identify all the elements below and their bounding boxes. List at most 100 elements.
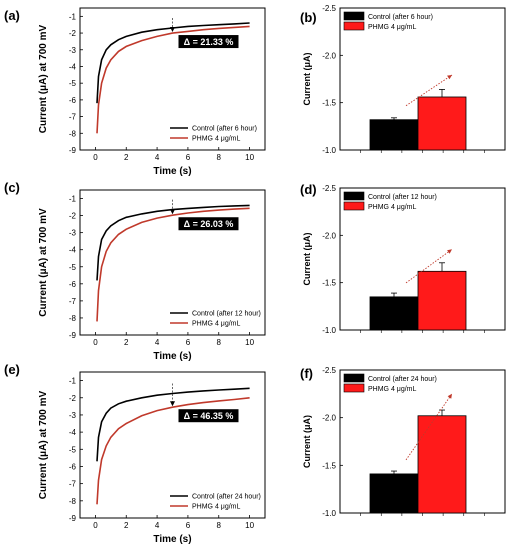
y-tick-label: -1.5 bbox=[322, 279, 336, 288]
x-tick-label: 10 bbox=[245, 153, 254, 162]
delta-box bbox=[178, 35, 239, 49]
x-axis-title: Time (s) bbox=[153, 534, 191, 545]
line-chart-a: (a) -1 -2 -3 -4 -5 -6 -7 -8 -9 0 2 4 6 8 10 Time (s) Curr… bbox=[4, 7, 266, 177]
x-tick-label: 4 bbox=[155, 338, 160, 347]
y-axis-title: Current (μA) at 700 mV bbox=[38, 24, 49, 133]
x-tick-label: 4 bbox=[155, 521, 160, 530]
y-tick-label: -2.5 bbox=[322, 366, 336, 375]
x-tick-label: 2 bbox=[124, 521, 129, 530]
legend-label: Control (after 12 hour) bbox=[368, 194, 437, 201]
delta-label: Δ = 26.03 % bbox=[184, 219, 234, 229]
panel-label: (b) bbox=[300, 10, 317, 25]
series-line-phmg bbox=[96, 397, 250, 505]
trend-arrow bbox=[405, 248, 453, 284]
plot-frame bbox=[79, 371, 266, 519]
y-tick-label: -2.5 bbox=[322, 4, 336, 13]
legend-label: PHMG 4 μg/mL bbox=[192, 136, 240, 143]
panel-label: (a) bbox=[4, 8, 20, 23]
bar-control bbox=[369, 119, 419, 151]
y-tick-label: -2.0 bbox=[322, 414, 336, 423]
trend-arrowhead bbox=[447, 393, 452, 399]
plot-frame bbox=[79, 7, 266, 151]
legend-label: Control (after 12 hour) bbox=[192, 311, 261, 318]
plot-frame bbox=[79, 189, 266, 336]
x-tick-label: 8 bbox=[217, 338, 222, 347]
x-tick-label: 10 bbox=[245, 521, 254, 530]
panel-label: (e) bbox=[4, 362, 20, 377]
panel-label: (d) bbox=[300, 182, 317, 197]
y-tick-label: -1 bbox=[69, 377, 77, 386]
y-tick-label: -9 bbox=[69, 514, 77, 523]
bar-chart-d: (d) -2.5 -2.0 -1.5 -1.0 Current (μA) Control (… bbox=[300, 182, 506, 335]
y-tick-label: -1.5 bbox=[322, 99, 336, 108]
x-tick-label: 4 bbox=[155, 153, 160, 162]
y-tick-label: -9 bbox=[69, 146, 77, 155]
y-tick-label: -8 bbox=[69, 314, 77, 323]
y-axis-title: Current (μA) bbox=[302, 232, 312, 285]
legend-swatch bbox=[343, 21, 365, 31]
series-line-control bbox=[96, 22, 250, 104]
y-tick-label: -7 bbox=[69, 480, 77, 489]
line-chart-e: (e) -1 -2 -3 -4 -5 -6 -7 -8 -9 0 2 4 6 8 10 Time (s) Curr… bbox=[4, 362, 266, 545]
panel-label: (c) bbox=[4, 180, 20, 195]
series-line-phmg bbox=[96, 25, 250, 134]
x-axis-title: Time (s) bbox=[153, 351, 191, 362]
x-tick-label: 0 bbox=[93, 338, 98, 347]
y-tick-label: -7 bbox=[69, 113, 77, 122]
delta-arrowhead bbox=[170, 27, 175, 33]
y-tick-label: -2.5 bbox=[322, 184, 336, 193]
y-tick-label: -1.0 bbox=[322, 509, 336, 518]
y-axis-title: Current (μA) bbox=[302, 52, 312, 105]
bar-chart-f: (f) -2.5 -2.0 -1.5 -1.0 Current (μA) Control (… bbox=[300, 366, 506, 518]
y-tick-label: -1 bbox=[69, 195, 77, 204]
bar-phmg bbox=[417, 270, 467, 331]
y-axis-title: Current (μA) at 700 mV bbox=[38, 208, 49, 317]
y-tick-label: -3 bbox=[69, 229, 77, 238]
trend-arrowhead bbox=[447, 74, 452, 80]
legend-label: PHMG 4 μg/mL bbox=[368, 24, 416, 31]
legend-label: Control (after 6 hour) bbox=[368, 14, 433, 21]
y-tick-label: -5 bbox=[69, 79, 77, 88]
series-line-control bbox=[96, 204, 250, 281]
delta-label: Δ = 21.33 % bbox=[184, 37, 234, 47]
x-tick-label: 10 bbox=[245, 338, 254, 347]
x-axis-title: Time (s) bbox=[153, 166, 191, 177]
legend-label: PHMG 4 μg/mL bbox=[368, 386, 416, 393]
y-axis-title: Current (μA) bbox=[302, 415, 312, 468]
y-tick-label: -2 bbox=[69, 394, 77, 403]
y-tick-label: -2 bbox=[69, 212, 77, 221]
x-tick-label: 8 bbox=[217, 153, 222, 162]
y-tick-label: -6 bbox=[69, 462, 77, 471]
y-tick-label: -1 bbox=[69, 12, 77, 21]
legend-label: Control (after 24 hour) bbox=[192, 494, 261, 501]
bar-phmg bbox=[417, 415, 467, 514]
delta-arrowhead bbox=[170, 209, 175, 215]
x-tick-label: 6 bbox=[186, 521, 191, 530]
y-tick-label: -4 bbox=[69, 62, 77, 71]
legend-swatch bbox=[343, 191, 365, 201]
y-tick-label: -1.5 bbox=[322, 461, 336, 470]
legend-swatch bbox=[343, 383, 365, 393]
x-tick-label: 2 bbox=[124, 338, 129, 347]
y-tick-label: -6 bbox=[69, 280, 77, 289]
y-tick-label: -9 bbox=[69, 331, 77, 340]
y-tick-label: -5 bbox=[69, 445, 77, 454]
x-tick-label: 6 bbox=[186, 338, 191, 347]
legend-swatch bbox=[343, 11, 365, 21]
line-chart-c: (c) -1 -2 -3 -4 -5 -6 -7 -8 -9 0 2 4 6 8 10 Time (s) Curr… bbox=[4, 180, 266, 362]
trend-arrowhead bbox=[447, 249, 452, 254]
series-line-phmg bbox=[96, 207, 250, 322]
legend-label: Control (after 24 hour) bbox=[368, 376, 437, 383]
legend-label: Control (after 6 hour) bbox=[192, 126, 257, 133]
y-axis-title: Current (μA) at 700 mV bbox=[38, 390, 49, 499]
x-tick-label: 0 bbox=[93, 153, 98, 162]
y-tick-label: -1.0 bbox=[322, 326, 336, 335]
y-tick-label: -6 bbox=[69, 96, 77, 105]
y-tick-label: -8 bbox=[69, 129, 77, 138]
panel-label: (f) bbox=[300, 366, 313, 381]
y-tick-label: -8 bbox=[69, 497, 77, 506]
y-tick-label: -3 bbox=[69, 46, 77, 55]
legend-label: PHMG 4 μg/mL bbox=[368, 204, 416, 211]
trend-arrow bbox=[405, 393, 453, 461]
y-tick-label: -3 bbox=[69, 411, 77, 420]
